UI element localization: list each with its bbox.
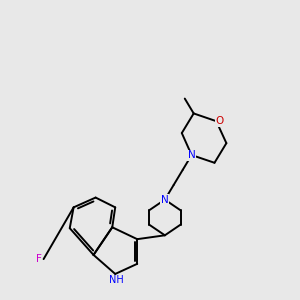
Text: O: O — [216, 116, 224, 126]
Text: N: N — [188, 150, 196, 160]
Text: N: N — [161, 195, 169, 205]
Text: NH: NH — [109, 275, 124, 286]
Text: F: F — [36, 254, 41, 264]
